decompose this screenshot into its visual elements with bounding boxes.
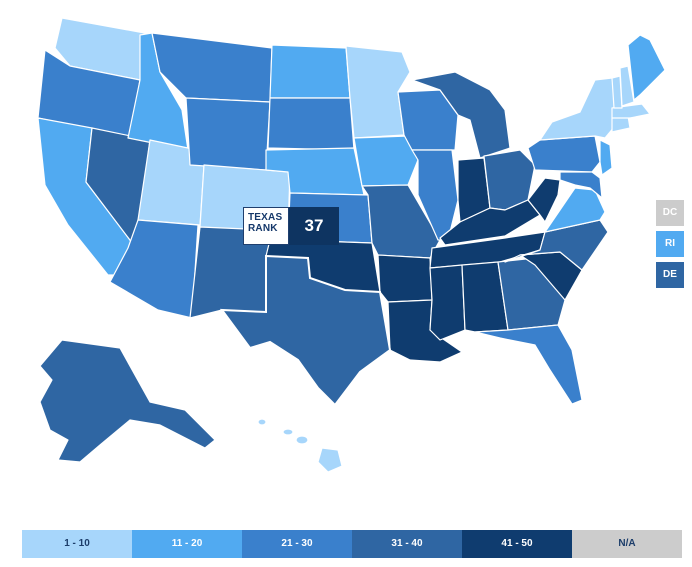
texas-highlight-outline: [219, 254, 392, 407]
legend: 1 - 10 11 - 20 21 - 30 31 - 40 41 - 50 N…: [22, 530, 682, 558]
texas-rank-label-line1: TEXAS: [248, 212, 283, 223]
legend-item-label: 11 - 20: [171, 538, 203, 549]
state-ar[interactable]: [377, 254, 433, 303]
texas-rank-value: 37: [289, 207, 339, 245]
state-az[interactable]: [109, 219, 199, 319]
state-nd[interactable]: [269, 44, 351, 99]
state-nc[interactable]: [504, 219, 609, 271]
legend-item: 21 - 30: [242, 530, 352, 558]
side-chip-label: DE: [663, 269, 677, 280]
state-nj[interactable]: [599, 139, 613, 176]
legend-item: 31 - 40: [352, 530, 462, 558]
legend-item-label: N/A: [618, 538, 636, 549]
us-choropleth-map: [37, 17, 666, 473]
state-nh[interactable]: [619, 65, 635, 107]
state-md[interactable]: [559, 171, 603, 199]
legend-item-label: 1 - 10: [64, 538, 90, 549]
state-ak[interactable]: [39, 339, 216, 463]
state-wv[interactable]: [527, 177, 561, 223]
state-fl[interactable]: [474, 324, 583, 405]
legend-item-label: 21 - 30: [281, 538, 313, 549]
texas-rank-label-line2: RANK: [248, 223, 278, 234]
state-hi[interactable]: [257, 418, 343, 473]
state-ia[interactable]: [353, 135, 419, 187]
side-chip-label: DC: [662, 207, 678, 218]
texas-rank-label: TEXAS RANK: [243, 207, 289, 245]
legend-item-label: 31 - 40: [391, 538, 423, 549]
legend-item: 1 - 10: [22, 530, 132, 558]
side-chip-label: RI: [665, 238, 675, 249]
state-ny[interactable]: [539, 77, 621, 141]
legend-item: 11 - 20: [132, 530, 242, 558]
state-me[interactable]: [627, 34, 666, 101]
legend-item-label: 41 - 50: [501, 538, 533, 549]
legend-item: N/A: [572, 530, 682, 558]
state-sd[interactable]: [267, 97, 355, 151]
legend-item: 41 - 50: [462, 530, 572, 558]
state-pa[interactable]: [527, 135, 601, 173]
side-chip-dc[interactable]: DC: [656, 200, 684, 226]
side-chip-ri[interactable]: RI: [656, 231, 684, 257]
state-vt[interactable]: [611, 75, 623, 109]
state-mi[interactable]: [411, 71, 511, 159]
state-wy[interactable]: [185, 97, 271, 171]
state-ms[interactable]: [429, 264, 466, 341]
side-chip-de[interactable]: DE: [656, 262, 684, 288]
